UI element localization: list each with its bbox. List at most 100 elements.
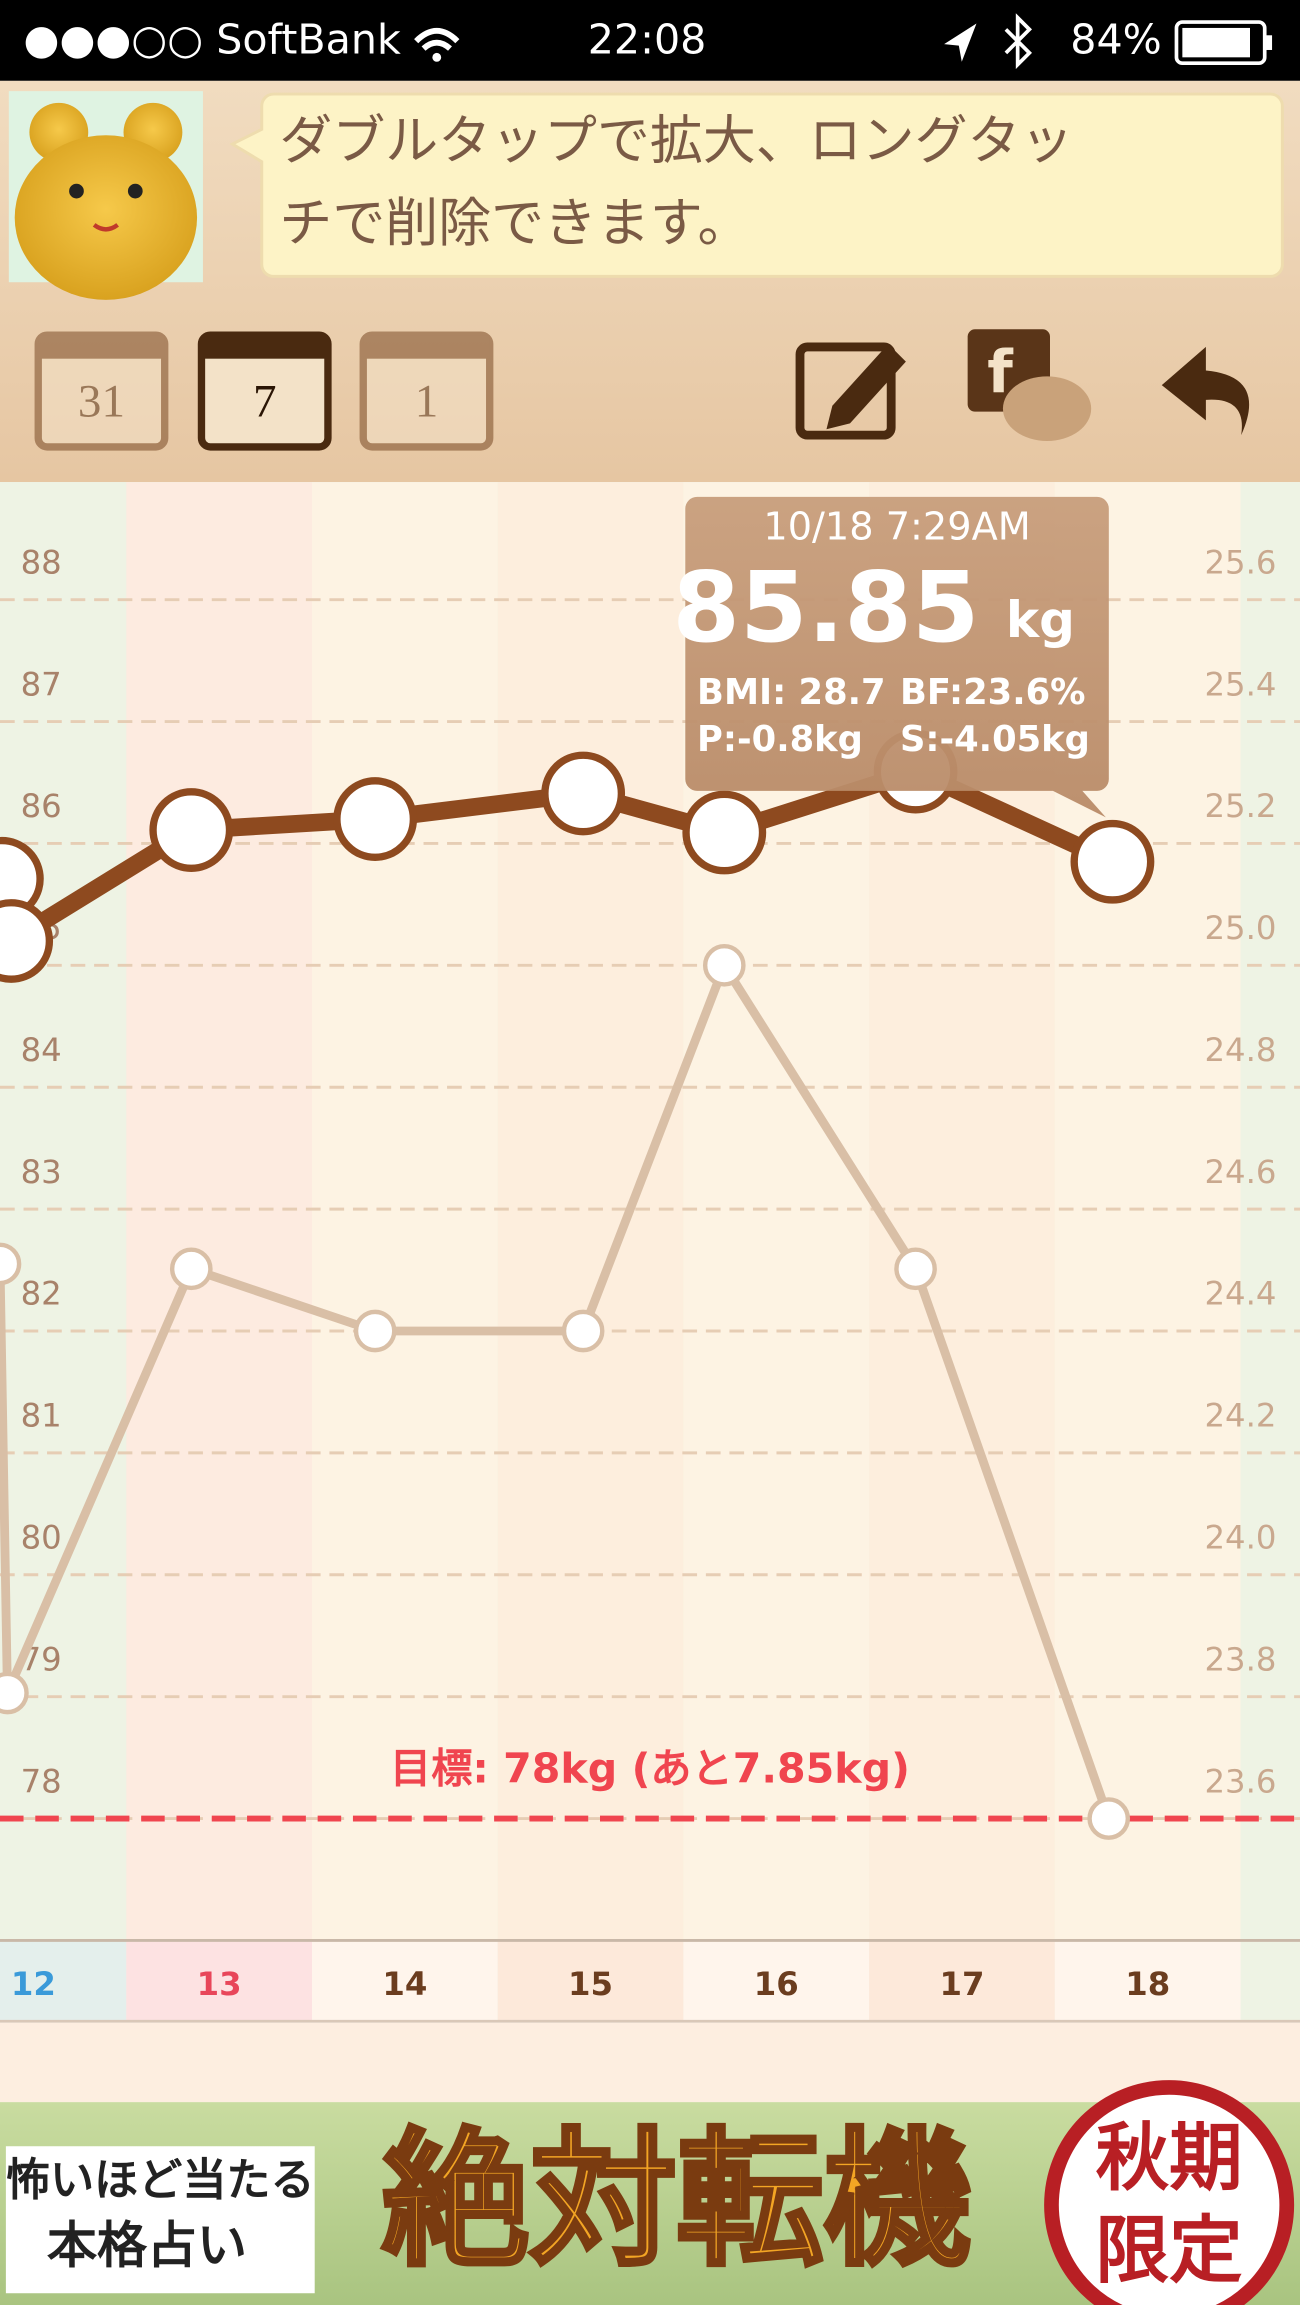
- calendar-frame: [197, 331, 332, 451]
- tooltip-unit: kg: [1006, 591, 1075, 649]
- data-point: [561, 1309, 605, 1353]
- calendar-week[interactable]: 7: [197, 331, 332, 451]
- y2-tick-label: 25.6: [1204, 543, 1276, 581]
- tooltip-p: P:-0.8kg: [697, 719, 863, 760]
- y2-tick-label: 24.2: [1204, 1397, 1276, 1435]
- ad-text-box: [5, 2146, 315, 2294]
- bubble-shape: [229, 92, 1284, 278]
- location-icon: [944, 23, 977, 62]
- share-button[interactable]: f: [967, 329, 1092, 442]
- bear-eye: [69, 183, 84, 199]
- x-tick-label: 15: [568, 1965, 613, 2003]
- data-point: [682, 790, 767, 875]
- message-line: チで削除できます。: [279, 193, 750, 254]
- y2-tick-label: 23.8: [1204, 1640, 1276, 1678]
- data-point: [0, 899, 54, 983]
- edit-button[interactable]: [795, 342, 906, 440]
- battery-outline: [1174, 20, 1267, 66]
- x-tick-label: 18: [1125, 1965, 1170, 2003]
- x-tick-label: 13: [197, 1965, 242, 2003]
- day-cell: [126, 1940, 313, 2022]
- y2-tick-label: 24.4: [1204, 1275, 1276, 1313]
- ad-line: 怖いほど当たる: [6, 2155, 315, 2206]
- grid: 12131415161718787980818283848586878823.6…: [0, 543, 1300, 2003]
- ad-banner[interactable]: 怖いほど当たる 本格占い 絶対転機 秋期 限定: [0, 2080, 1300, 2305]
- calendar-top: [201, 335, 328, 359]
- tooltip-box: [685, 496, 1109, 818]
- battery-tip: [1266, 35, 1273, 50]
- day-cell: [497, 1940, 684, 2022]
- x-tick-label: 12: [11, 1965, 56, 2003]
- y-tick-label: 80: [21, 1518, 62, 1556]
- data-point: [0, 1242, 22, 1286]
- tooltip: 10/18 7:29AM 85.85 kg BMI: 28.7 BF:23.6%…: [672, 496, 1109, 818]
- edit-frame: [795, 342, 896, 440]
- bear-eye: [127, 183, 143, 199]
- ad-badge-line: 秋期: [1096, 2115, 1243, 2201]
- data-point: [0, 1671, 29, 1715]
- y-tick-label: 82: [21, 1275, 62, 1313]
- status-bg: [0, 0, 1300, 81]
- y-tick-label: 81: [21, 1397, 62, 1435]
- bear-face: [14, 135, 198, 300]
- tooltip-s: S:-4.05kg: [900, 719, 1090, 760]
- bear-mouth: [92, 223, 119, 232]
- y-tick-label: 84: [21, 1031, 62, 1069]
- calendar-day[interactable]: 1: [359, 331, 494, 451]
- calendar-label: 1: [415, 376, 439, 428]
- wifi-dot: [432, 52, 442, 62]
- y-tick-label: 87: [21, 665, 62, 703]
- data-point: [333, 777, 418, 861]
- calendar-frame: [359, 331, 494, 451]
- clock: 22:08: [588, 16, 707, 64]
- battery-text: 84%: [1070, 16, 1162, 64]
- day-cell: [683, 1940, 870, 2022]
- calendar-top: [363, 335, 490, 359]
- y2-tick-label: 24.8: [1204, 1031, 1276, 1069]
- ad-headline: 絶対転機: [382, 2113, 970, 2286]
- calendar-top: [38, 335, 165, 359]
- y-tick-label: 86: [21, 787, 62, 825]
- ad-line: 本格占い: [47, 2217, 247, 2275]
- message-line: ダブルタップで拡大、ロングタッ: [279, 111, 1073, 172]
- data-point: [541, 751, 626, 836]
- tooltip-weight: 85.85: [672, 551, 979, 664]
- x-tick-label: 14: [382, 1965, 427, 2003]
- y-tick-label: 88: [21, 543, 62, 581]
- calendar-label: 7: [253, 376, 277, 428]
- status-bar: ●●●○○ SoftBank 22:08 84%: [0, 0, 1300, 81]
- calendar-frame: [34, 331, 169, 451]
- day-cell: [1054, 1940, 1241, 2022]
- y2-tick-label: 23.6: [1204, 1762, 1276, 1800]
- y2-tick-label: 25.0: [1204, 909, 1276, 947]
- goal-label: 目標: 78kg (あと7.85kg): [390, 1745, 910, 1793]
- y-tick-label: 83: [21, 1153, 62, 1191]
- y2-tick-label: 25.4: [1204, 665, 1276, 703]
- day-band: [0, 482, 127, 1941]
- data-point: [169, 1247, 213, 1291]
- speech-bubble: ダブルタップで拡大、ロングタッ チで削除できます。: [229, 92, 1284, 278]
- calendar-month[interactable]: 31: [34, 331, 169, 451]
- battery-level: [1182, 27, 1250, 58]
- day-cell: [312, 1940, 498, 2022]
- day-band: [312, 482, 498, 1941]
- x-tick-label: 16: [754, 1965, 799, 2003]
- bottom-strip: [0, 2022, 1300, 2103]
- tooltip-time: 10/18 7:29AM: [763, 506, 1030, 550]
- x-tick-label: 17: [939, 1965, 984, 2003]
- bluetooth-icon: [1004, 13, 1033, 70]
- ad-badge-line: 限定: [1096, 2207, 1243, 2293]
- twitter-icon: [1002, 376, 1092, 442]
- carrier: ●●●○○ SoftBank: [24, 16, 401, 64]
- data-point: [1070, 819, 1155, 904]
- data-point: [1087, 1797, 1131, 1840]
- data-point: [702, 944, 746, 987]
- data-point: [894, 1247, 937, 1291]
- y2-tick-label: 25.2: [1204, 787, 1276, 825]
- back-button[interactable]: [1161, 346, 1250, 436]
- tooltip-bmi: BMI: 28.7: [697, 672, 886, 713]
- day-band: [126, 482, 313, 1941]
- data-point: [149, 788, 234, 872]
- ad-badge: [1044, 2080, 1295, 2305]
